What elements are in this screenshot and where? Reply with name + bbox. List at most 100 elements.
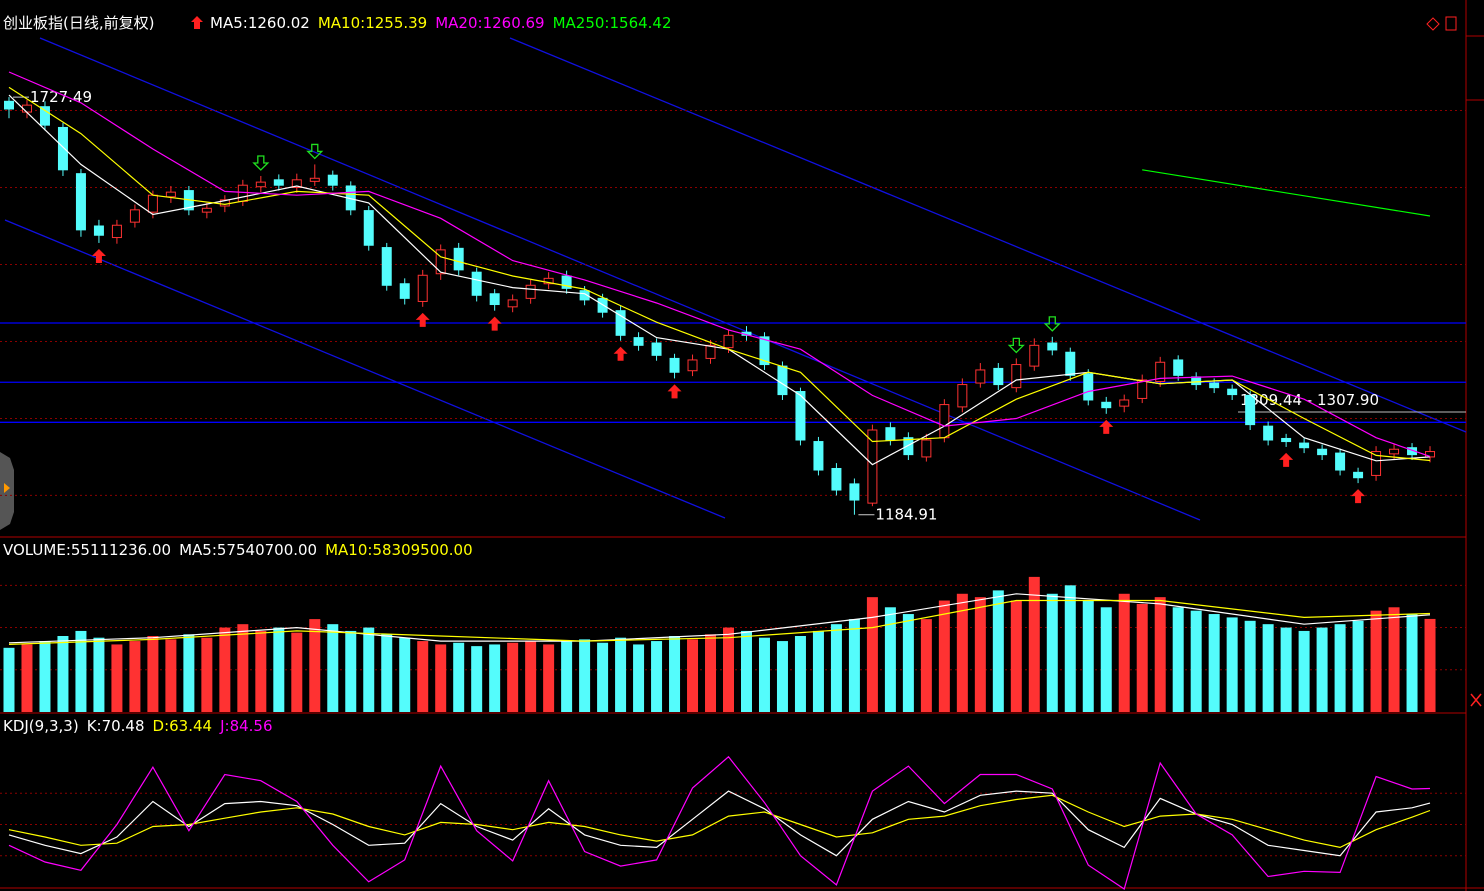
volume-bar [1262,624,1274,712]
candle-body [777,365,788,396]
volume-bar [39,641,51,712]
signal-icon [191,16,203,29]
volume-bar [1226,617,1238,712]
volume-bar [291,632,303,712]
candle-body [273,179,284,186]
volume-bar [1244,620,1256,712]
legend-label: K: [87,717,102,735]
legend-label: J: [219,717,229,735]
volume-bar [1118,593,1130,712]
legend-value: 57540700.00 [217,541,317,559]
candle-body [1191,376,1202,386]
close-icon[interactable] [1470,693,1482,707]
volume-bar [1388,607,1400,712]
candle-body [1227,388,1238,396]
candle-body [201,207,212,213]
volume-bar [1370,610,1382,712]
volume-bar [507,642,519,712]
volume-bar [956,593,968,712]
candle-body [165,191,176,198]
volume-bar [21,644,33,712]
candle-body [1047,342,1058,351]
candle-body [687,359,698,372]
volume-bar [920,619,932,712]
volume-bar [237,624,249,712]
diamond-icon[interactable] [1426,17,1440,31]
legend: KDJ(9,3,3) K:70.48 D:63.44 J:84.56 [3,717,273,735]
volume-bar [309,619,321,712]
indicator-line [8,755,1431,890]
indicator-line [8,86,1431,462]
candle-body [309,177,320,182]
indicator-line [8,593,1431,644]
window-icon[interactable] [1445,16,1457,31]
annotation: 1184.91 [875,506,937,524]
buy-signal [667,384,682,399]
side-tab-arrow [4,483,10,493]
volume-bar [147,636,159,712]
candle-body [1353,471,1364,479]
candle-body [813,441,824,471]
candle-body [1299,442,1310,449]
volume-bar [974,597,986,712]
candle-body [255,181,266,188]
volume-bar [219,627,231,712]
volume-bar [129,641,141,712]
volume-bar [1190,610,1202,712]
volume-bar [938,600,950,712]
volume-bar [255,630,267,712]
buy-signal [1099,419,1114,434]
sell-signal [306,143,324,160]
side-tab[interactable] [0,452,14,530]
buy-signal [613,346,628,361]
candle-body [453,247,464,271]
candle-body [669,357,680,373]
legend-value: 55111236.00 [71,541,171,559]
candle-body [795,391,806,441]
legend-value: 1255.39 [365,14,427,32]
buy-signal [1351,489,1366,504]
candle-body [1065,351,1076,376]
buy-signal [415,312,430,327]
legend-value: 63.44 [169,717,212,735]
candle-body [147,194,158,213]
trend-line [39,37,1201,521]
volume-bar [740,630,752,712]
volume-bar [525,641,537,712]
volume-bar [812,630,824,712]
candle-body [1389,448,1400,455]
volume-bar [1082,600,1094,712]
volume-bar [453,642,465,712]
volume-bar [1298,630,1310,712]
candle-body [507,299,518,308]
candle-body [1173,359,1184,376]
candle-body [1155,361,1166,383]
candle-body [1083,373,1094,401]
volume-bar [345,630,357,712]
candle-body [975,369,986,384]
candle-body [615,310,626,336]
legend-value: 70.48 [102,717,145,735]
volume-bar [1046,593,1058,712]
volume-bar [848,619,860,712]
volume-bar [1424,618,1436,712]
volume-bar [1316,627,1328,712]
candle-body [867,429,878,504]
volume-bar [723,627,734,712]
candle-body [219,199,230,207]
sell-signal [252,155,270,171]
candle-body [831,467,842,491]
candle-body [129,209,140,223]
candle-body [327,174,338,186]
candle-body [525,284,536,299]
volume-bar [884,607,896,712]
candle-body [1281,437,1292,443]
candle-body [489,293,500,306]
candle-body [57,126,68,171]
candle-body [1335,452,1346,471]
volume-bar [183,634,195,712]
volume-bar [1100,607,1112,712]
buy-signal [91,248,106,263]
